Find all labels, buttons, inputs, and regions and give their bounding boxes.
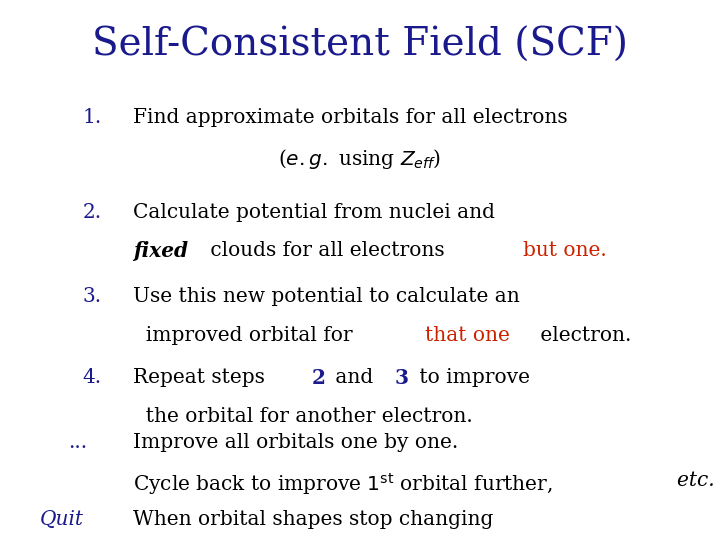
Text: improved orbital for: improved orbital for bbox=[133, 326, 359, 345]
Text: Repeat steps: Repeat steps bbox=[133, 368, 271, 387]
Text: ...: ... bbox=[68, 433, 88, 452]
Text: Calculate potential from nuclei and: Calculate potential from nuclei and bbox=[133, 202, 495, 221]
Text: that one: that one bbox=[425, 326, 510, 345]
Text: Self-Consistent Field (SCF): Self-Consistent Field (SCF) bbox=[92, 27, 628, 64]
Text: the orbital for another electron.: the orbital for another electron. bbox=[133, 407, 473, 426]
Text: Cycle back to improve $1^{\mathrm{st}}$ orbital further,: Cycle back to improve $1^{\mathrm{st}}$ … bbox=[133, 471, 555, 497]
Text: 2.: 2. bbox=[83, 202, 102, 221]
Text: Improve all orbitals one by one.: Improve all orbitals one by one. bbox=[133, 433, 459, 452]
Text: 4.: 4. bbox=[83, 368, 102, 387]
Text: Use this new potential to calculate an: Use this new potential to calculate an bbox=[133, 287, 520, 306]
Text: but one.: but one. bbox=[523, 241, 607, 260]
Text: Quit: Quit bbox=[40, 510, 84, 529]
Text: electron.: electron. bbox=[534, 326, 631, 345]
Text: 2: 2 bbox=[312, 368, 325, 388]
Text: 3: 3 bbox=[395, 368, 409, 388]
Text: etc. etc.: etc. etc. bbox=[678, 471, 720, 490]
Text: When orbital shapes stop changing: When orbital shapes stop changing bbox=[133, 510, 494, 529]
Text: 3.: 3. bbox=[83, 287, 102, 306]
Text: clouds for all electrons: clouds for all electrons bbox=[204, 241, 451, 260]
Text: to improve: to improve bbox=[413, 368, 530, 387]
Text: 1.: 1. bbox=[83, 108, 102, 127]
Text: fixed: fixed bbox=[133, 241, 189, 261]
Text: ($e.g.$ using $Z_{\it{eff}}$): ($e.g.$ using $Z_{\it{eff}}$) bbox=[279, 147, 441, 171]
Text: Find approximate orbitals for all electrons: Find approximate orbitals for all electr… bbox=[133, 108, 568, 127]
Text: and: and bbox=[330, 368, 380, 387]
